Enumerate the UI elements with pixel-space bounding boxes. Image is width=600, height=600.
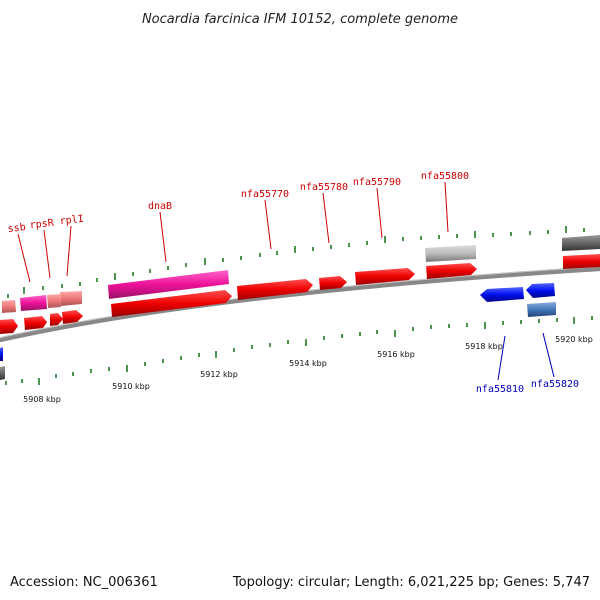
- gene-label-nfa55770: nfa55770: [241, 189, 289, 200]
- gene-label-nfa55790: nfa55790: [353, 177, 401, 188]
- kbp-label-5920: 5920 kbp: [555, 335, 593, 344]
- kbp-label-5918: 5918 kbp: [465, 342, 503, 351]
- kbp-label-5916: 5916 kbp: [377, 350, 415, 359]
- genome-summary: Topology: circular; Length: 6,021,225 bp…: [232, 575, 590, 590]
- gene-label-dnaB: dnaB: [148, 201, 172, 212]
- label-leaders-reverse: [497, 332, 555, 381]
- forward-tick-track: [7, 226, 585, 298]
- map-title: Nocardia farcinica IFM 10152, complete g…: [142, 12, 458, 27]
- gene-ssb: [0, 319, 18, 334]
- feature-rpsR-outer: [47, 294, 61, 308]
- gene-rplI-a: [50, 313, 63, 326]
- gene-right-edge: [563, 254, 600, 269]
- gene-dnaB: [111, 290, 232, 317]
- kbp-label-5914: 5914 kbp: [289, 359, 327, 368]
- feature-dnaB-outer: [108, 270, 229, 299]
- gene-left-reverse: [0, 347, 3, 361]
- gene-label-rplI: rplI: [59, 214, 84, 227]
- kbp-label-5912: 5912 kbp: [200, 370, 238, 379]
- gene-nfa55770: [237, 279, 313, 300]
- kbp-label-5910: 5910 kbp: [112, 382, 150, 391]
- gene-label-nfa55780: nfa55780: [300, 182, 348, 193]
- gene-rpsR: [24, 316, 47, 330]
- reverse-tick-track: [5, 316, 593, 385]
- feature-right-outer: [562, 235, 600, 251]
- gene-nfa55800: [426, 263, 477, 279]
- gene-label-rpsR: rpsR: [29, 218, 55, 232]
- gene-nfa55810: [480, 287, 524, 302]
- gene-label-nfa55810: nfa55810: [476, 384, 524, 395]
- kbp-label-5908: 5908 kbp: [23, 395, 61, 404]
- gene-nfa55790: [355, 268, 415, 285]
- gene-nfa55820: [526, 283, 555, 298]
- gene-rplI-b: [62, 310, 83, 324]
- gene-label-ssb: ssb: [7, 222, 26, 235]
- genome-backbone: [0, 266, 600, 343]
- accession-label: Accession: NC_006361: [10, 575, 158, 590]
- feature-ssb-outer: [2, 300, 16, 313]
- feature-nfa55820-outer: [527, 302, 556, 317]
- gene-label-nfa55800: nfa55800: [421, 171, 469, 182]
- feature-rplI-outer: [60, 291, 82, 306]
- feature-nfa55800-outer: [425, 245, 476, 262]
- gene-label-nfa55820: nfa55820: [531, 379, 579, 390]
- feature-ssb-pink: [20, 295, 47, 311]
- label-leaders-forward: [17, 181, 449, 283]
- gene-left-gray: [0, 366, 5, 380]
- gene-nfa55780: [319, 276, 347, 290]
